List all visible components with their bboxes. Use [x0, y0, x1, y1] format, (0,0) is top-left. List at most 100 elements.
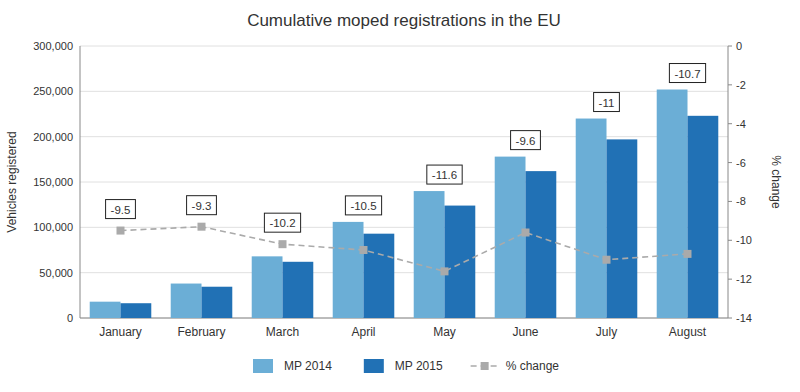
- y-tick-label: 150,000: [33, 176, 73, 188]
- data-label-box: -11.6: [427, 165, 462, 184]
- y2-tick-label: -2: [736, 79, 746, 91]
- y2-tick-label: -14: [736, 312, 752, 324]
- y2-axis: [728, 46, 729, 318]
- y2-tick: [728, 46, 732, 47]
- legend-swatch: [364, 359, 384, 373]
- bar: [121, 303, 152, 318]
- x-tick-label: June: [512, 325, 538, 339]
- legend-item: % change: [471, 359, 560, 373]
- y-tick-label: 0: [67, 312, 73, 324]
- marker: [441, 267, 449, 275]
- legend-label: MP 2015: [395, 359, 443, 373]
- bar: [90, 302, 121, 318]
- bar: [526, 171, 557, 318]
- y2-tick: [728, 279, 732, 280]
- y-tick-label: 250,000: [33, 85, 73, 97]
- y2-tick: [728, 201, 732, 202]
- legend-label: MP 2014: [284, 359, 332, 373]
- grid-line: [80, 91, 728, 92]
- x-tick-label: July: [596, 325, 617, 339]
- chart: Cumulative moped registrations in the EU…: [0, 0, 800, 392]
- data-label-box: -10.2: [264, 213, 300, 232]
- legend-item: MP 2015: [364, 359, 443, 373]
- bar: [202, 287, 233, 318]
- data-label-box: -9.6: [511, 131, 541, 150]
- y2-tick: [728, 162, 732, 163]
- marker: [522, 229, 530, 237]
- y-tick-label: 300,000: [33, 40, 73, 52]
- bar: [657, 90, 688, 318]
- bar: [495, 157, 526, 318]
- y2-tick-label: -6: [736, 157, 746, 169]
- y2-tick: [728, 123, 732, 124]
- x-tick-label: May: [433, 325, 456, 339]
- label-box: [669, 64, 705, 83]
- data-label-box: -9.3: [187, 196, 217, 215]
- label-box: [106, 200, 136, 219]
- grid: [80, 46, 728, 318]
- y2-axis-title: % change: [769, 155, 783, 209]
- line: [121, 227, 688, 272]
- bar: [283, 262, 314, 318]
- label-box: [511, 131, 541, 150]
- data-label: -10.5: [350, 200, 376, 212]
- data-label: -9.6: [516, 135, 536, 147]
- y2-tick-label: -10: [736, 234, 752, 246]
- bar: [333, 222, 364, 318]
- y2-tick-label: 0: [736, 40, 742, 52]
- bar: [414, 191, 445, 318]
- y2-tick-label: -8: [736, 195, 746, 207]
- label-box: [427, 165, 462, 184]
- label-box: [594, 93, 620, 112]
- y2-tick: [728, 84, 732, 85]
- y-tick-label: 50,000: [39, 267, 73, 279]
- y-axis: [80, 46, 81, 318]
- title: Cumulative moped registrations in the EU: [247, 11, 561, 30]
- bar: [688, 116, 719, 318]
- grid-line: [80, 46, 728, 47]
- data-label-box: -11: [594, 93, 620, 112]
- legend-swatch: [253, 359, 273, 373]
- marker: [603, 256, 611, 264]
- data-label-box: -10.5: [345, 196, 381, 215]
- legend-marker: [481, 362, 489, 370]
- y2-tick-label: -12: [736, 273, 752, 285]
- data-label: -9.5: [111, 204, 131, 216]
- bar: [171, 284, 202, 318]
- x-tick-label: March: [266, 325, 299, 339]
- data-label-box: -10.7: [669, 64, 705, 83]
- plot-area: [90, 90, 719, 318]
- y2-tick: [728, 240, 732, 241]
- marker: [684, 250, 692, 258]
- x-tick-label: January: [99, 325, 142, 339]
- bar: [607, 139, 638, 318]
- x-tick-label: April: [351, 325, 375, 339]
- legend-label: % change: [506, 359, 560, 373]
- x-tick-label: August: [669, 325, 707, 339]
- bar: [576, 119, 607, 318]
- label-box: [187, 196, 217, 215]
- label-box: [345, 196, 381, 215]
- marker: [198, 223, 206, 231]
- data-label: -11: [599, 97, 615, 109]
- bar: [445, 206, 476, 318]
- data-label: -10.7: [674, 68, 700, 80]
- marker: [360, 246, 368, 254]
- y-tick-label: 200,000: [33, 131, 73, 143]
- bar: [252, 256, 283, 318]
- y-axis-title: Vehicles registered: [5, 131, 19, 232]
- bar: [364, 234, 395, 318]
- y2-tick: [728, 318, 732, 319]
- legend: MP 2014 MP 2015 % change: [253, 359, 559, 373]
- x-tick-label: February: [177, 325, 225, 339]
- y2-tick-label: -4: [736, 118, 746, 130]
- grid-line: [80, 136, 728, 137]
- data-label-box: -9.5: [106, 200, 136, 219]
- y-tick-label: 100,000: [33, 221, 73, 233]
- data-label: -9.3: [192, 200, 212, 212]
- data-labels: -9.5 -9.3 -10.2 -10.5 -11.6 -9.6 -11 -10.7: [106, 64, 706, 233]
- marker: [117, 227, 125, 235]
- marker: [279, 240, 287, 248]
- label-box: [264, 213, 300, 232]
- data-label: -11.6: [432, 169, 457, 181]
